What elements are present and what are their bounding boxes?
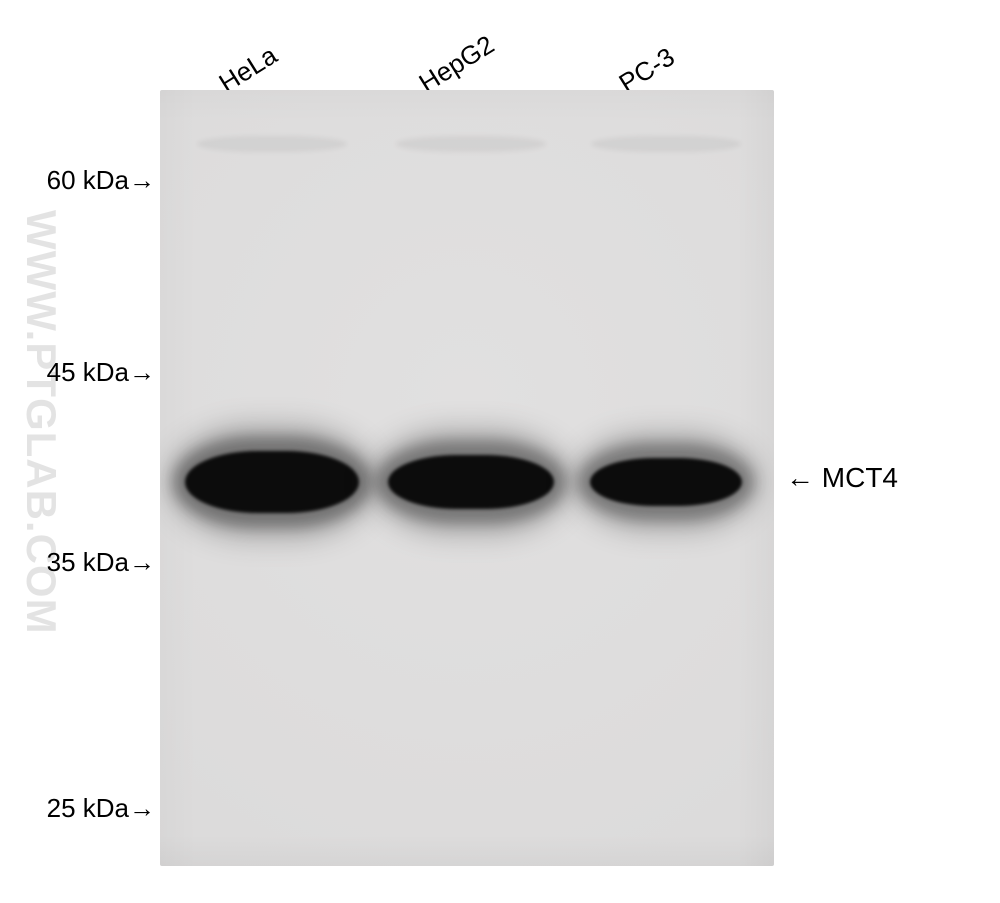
mw-markers: 60 kDa→ 45 kDa→ 35 kDa→ 25 kDa→ — [0, 0, 155, 903]
band-lane-2-core — [388, 455, 554, 509]
lane-label-2-text: HepG2 — [414, 29, 500, 98]
mw-marker-45-text: 45 kDa — [47, 357, 129, 387]
mw-marker-60: 60 kDa→ — [47, 165, 155, 196]
mw-marker-25-text: 25 kDa — [47, 793, 129, 823]
lane-label-2: HepG2 — [414, 29, 500, 99]
target-annotation: ← MCT4 — [786, 462, 898, 494]
mw-marker-60-text: 60 kDa — [47, 165, 129, 195]
stage: HeLa HepG2 PC-3 60 kDa→ 45 kDa→ 35 kDa→ … — [0, 0, 1000, 903]
arrow-right-icon: → — [129, 165, 155, 195]
faint-band-lane-1 — [197, 136, 347, 152]
faint-band-lane-2 — [396, 136, 546, 152]
mw-marker-35-text: 35 kDa — [47, 547, 129, 577]
band-lane-1-core — [185, 451, 359, 513]
arrow-right-icon: → — [129, 357, 155, 387]
faint-band-lane-3 — [591, 136, 741, 152]
mw-marker-45: 45 kDa→ — [47, 357, 155, 388]
mw-marker-25: 25 kDa→ — [47, 793, 155, 824]
band-lane-3-core — [590, 458, 742, 506]
mw-marker-35: 35 kDa→ — [47, 547, 155, 578]
arrow-right-icon: → — [129, 547, 155, 577]
arrow-right-icon: → — [129, 793, 155, 823]
western-blot-membrane — [160, 90, 774, 866]
target-label: MCT4 — [822, 462, 898, 493]
arrow-left-icon: ← — [786, 462, 814, 493]
